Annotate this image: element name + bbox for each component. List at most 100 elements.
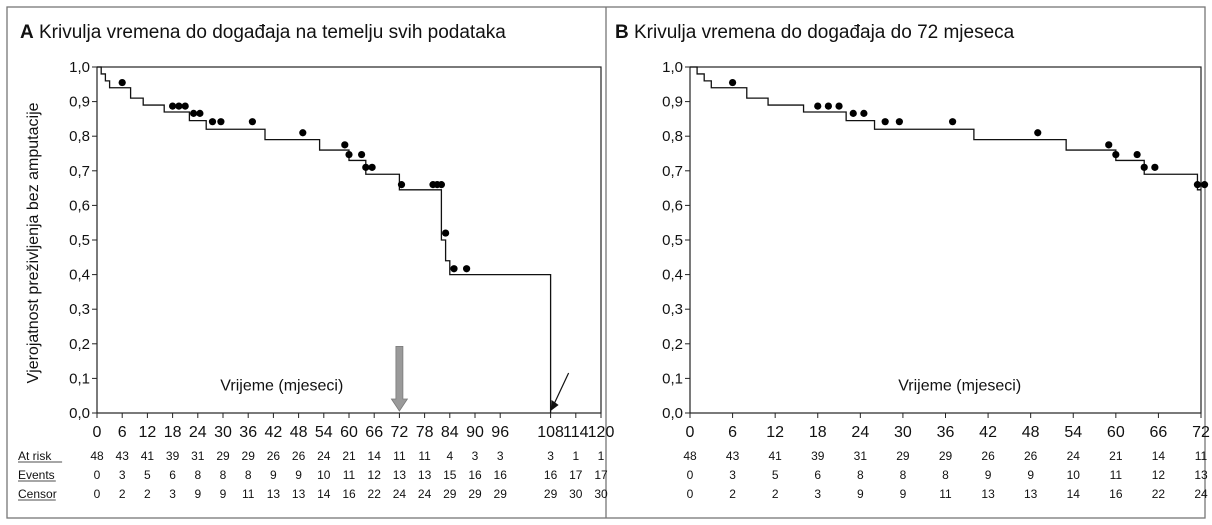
panel-a-risk-at-risk-value: 4 xyxy=(446,449,453,463)
panel-b-risk-events-value: 5 xyxy=(772,468,779,482)
panel-a-x-tick-label: 54 xyxy=(315,424,333,441)
panel-b-risk-censor-value: 14 xyxy=(1067,487,1081,501)
panel-a-x-tick-label: 42 xyxy=(265,424,283,441)
panel-a-title: Krivulja vremena do događaja na temelju … xyxy=(39,22,506,43)
panel-a-censor-mark xyxy=(437,181,445,189)
panel-a-black-arrow-shaft xyxy=(553,372,570,406)
risk-table-label-at-risk: At risk xyxy=(18,449,52,463)
panel-b-risk-events-value: 10 xyxy=(1067,468,1081,482)
panel-a-risk-events-value: 6 xyxy=(169,468,176,482)
panel-b-x-tick-label: 24 xyxy=(851,424,869,441)
panel-b-plot-frame xyxy=(689,66,1202,414)
panel-b-risk-at-risk-value: 26 xyxy=(1024,449,1038,463)
panel-b-censor-mark xyxy=(824,102,832,110)
panel-a-risk-events-value: 11 xyxy=(343,468,356,482)
panel-b-risk-at-risk-value: 43 xyxy=(726,449,740,463)
panel-a-risk-censor-value: 24 xyxy=(418,487,432,501)
panel-b-censor-mark xyxy=(1105,141,1113,149)
panel-a-y-tick-label: 0,3 xyxy=(69,301,90,318)
panel-a-risk-at-risk-value: 21 xyxy=(342,449,356,463)
panel-a-censor-mark xyxy=(463,265,471,273)
panel-b-plot: 0,0 0,1 0,2 0,3 0,4 0,5 0,6 0,7 0,8 0,9 1,0 0 6 12 18 2… xyxy=(662,59,1210,501)
panel-a-risk-at-risk-value: 11 xyxy=(418,449,431,463)
panel-a-plot-frame xyxy=(96,66,602,414)
panel-a-risk-censor-value: 16 xyxy=(342,487,356,501)
panel-a-x-tick-label: 60 xyxy=(340,424,358,441)
panel-a-risk-censor-value: 24 xyxy=(393,487,407,501)
panel-a-risk-censor-value: 29 xyxy=(494,487,508,501)
panel-a-censor-mark xyxy=(181,102,189,110)
panel-a-y-tick-label: 0,8 xyxy=(69,128,90,145)
panel-b-survival-curve xyxy=(690,66,1201,191)
panel-a-y-tick-label: 1,0 xyxy=(69,59,90,76)
panel-a-x-tick-label: 6 xyxy=(118,424,127,441)
panel-b-letter: B xyxy=(615,22,629,43)
panel-b-censor-mark xyxy=(1034,129,1042,137)
panel-a-censor-mark xyxy=(190,109,198,117)
panel-a-risk-at-risk-value: 1 xyxy=(572,449,579,463)
panel-a-risk-censor-value: 22 xyxy=(368,487,382,501)
panel-b-censor-mark xyxy=(1112,150,1120,159)
panel-b-risk-at-risk-value: 14 xyxy=(1152,449,1166,463)
panel-a-y-tick-label: 0,2 xyxy=(69,336,90,353)
panel-a-x-tick-label: 114 xyxy=(563,424,589,441)
panel-b-risk-at-risk-value: 26 xyxy=(981,449,995,463)
risk-table-label-events: Events xyxy=(18,468,55,482)
panel-a-survival-curve xyxy=(97,66,552,413)
panel-a-risk-censor-value: 13 xyxy=(292,487,306,501)
panel-a-risk-censor-value: 9 xyxy=(194,487,201,501)
panel-a-risk-events-value: 8 xyxy=(194,468,201,482)
panel-b-risk-censor-value: 24 xyxy=(1194,487,1208,501)
panel-b-risk-at-risk-value: 48 xyxy=(683,449,697,463)
panel-b-censor-mark xyxy=(1140,163,1148,171)
panel-b-censor-mark xyxy=(948,118,957,126)
panel-a-risk-events-value: 8 xyxy=(220,468,227,482)
panel-a-risk-censor-value: 9 xyxy=(220,487,227,501)
panel-a-risk-events-value: 8 xyxy=(245,468,252,482)
panel-a-censor-mark xyxy=(208,118,217,126)
panel-b-y-tick-label: 0,0 xyxy=(662,405,683,422)
panel-a-x-tick-label: 0 xyxy=(93,424,102,441)
panel-b-y-tick-label: 0,4 xyxy=(662,267,683,284)
panel-b-x-tick-label: 6 xyxy=(728,424,737,441)
panel-b-title: Krivulja vremena do događaja do 72 mjese… xyxy=(634,22,1015,43)
panel-a-risk-at-risk-value: 11 xyxy=(393,449,406,463)
panel-a-y-tick-label: 0,6 xyxy=(69,197,90,214)
panel-a-risk-censor-value: 3 xyxy=(169,487,176,501)
panel-b-x-tick-label: 60 xyxy=(1107,424,1125,441)
panel-a-risk-events-value: 15 xyxy=(443,468,457,482)
panel-a-x-tick-label: 12 xyxy=(139,424,157,441)
panel-a-censor-mark xyxy=(397,181,406,189)
panel-a-risk-censor-value: 2 xyxy=(144,487,151,501)
panel-a-x-tick-label: 48 xyxy=(290,424,308,441)
panel-b-risk-at-risk-value: 21 xyxy=(1109,449,1123,463)
panel-a-y-tick-label: 0,4 xyxy=(69,267,90,284)
panel-a-risk-events-value: 16 xyxy=(544,468,558,482)
panel-b-censor-mark xyxy=(1193,181,1202,189)
panel-a-risk-events-value: 16 xyxy=(468,468,482,482)
panel-b-risk-censor-value: 22 xyxy=(1152,487,1166,501)
panel-b-x-tick-label: 36 xyxy=(937,424,955,441)
panel-b-risk-events-value: 13 xyxy=(1194,468,1208,482)
panel-b-censor-mark xyxy=(835,102,843,110)
panel-a-risk-censor-value: 14 xyxy=(317,487,331,501)
panel-b-risk-censor-value: 13 xyxy=(981,487,995,501)
panel-b-risk-censor-value: 2 xyxy=(729,487,736,501)
panel-a-y-tick-label: 0,5 xyxy=(69,232,90,249)
panel-b-risk-at-risk-value: 31 xyxy=(854,449,868,463)
panel-a-risk-at-risk-value: 24 xyxy=(317,449,331,463)
panel-b-risk-at-risk-value: 39 xyxy=(811,449,825,463)
panel-b-censor-mark xyxy=(860,109,868,117)
panel-b-risk-events-value: 8 xyxy=(942,468,949,482)
panel-a-censor-mark xyxy=(341,141,349,149)
panel-a-y-axis-label: Vjerojatnost preživljenja bez amputacije xyxy=(25,102,42,383)
panel-a-x-tick-label: 30 xyxy=(214,424,232,441)
panel-b-censor-mark xyxy=(1133,150,1141,159)
panel-a-y-tick-label: 0,1 xyxy=(69,370,90,387)
panel-b-risk-censor-value: 3 xyxy=(814,487,821,501)
panel-b-risk-at-risk-value: 11 xyxy=(1195,449,1208,463)
panel-a-gray-arrow-marker xyxy=(390,346,409,412)
panel-a-censor-mark xyxy=(248,118,256,126)
panel-b-risk-events-value: 8 xyxy=(900,468,907,482)
